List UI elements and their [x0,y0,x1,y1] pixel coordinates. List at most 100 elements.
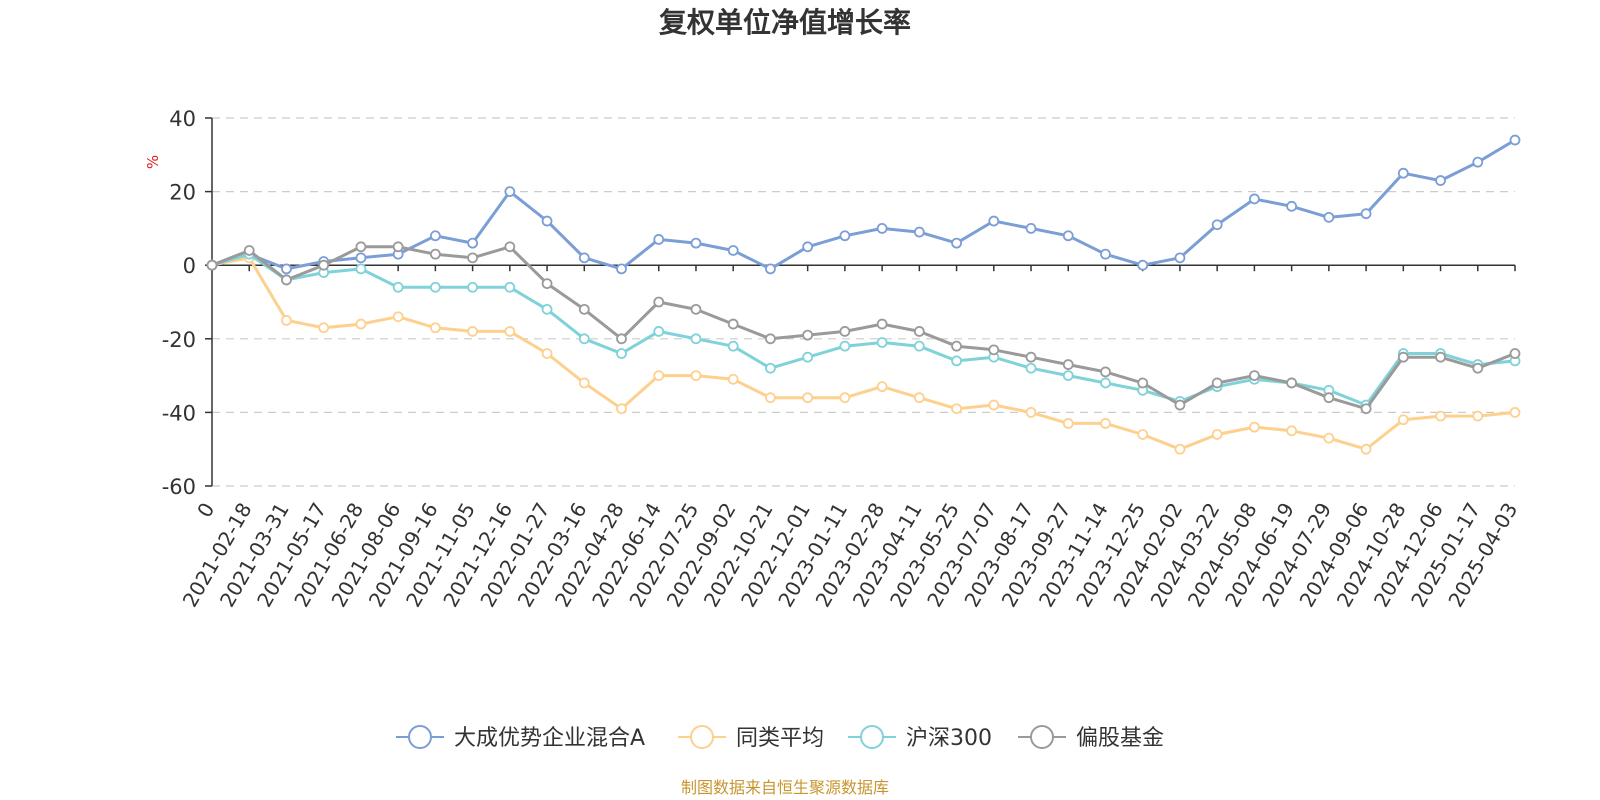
data-point [504,326,516,337]
data-point [1360,403,1372,415]
data-point [1062,370,1074,382]
data-point [951,237,962,249]
data-point [1397,351,1409,363]
data-point [355,318,367,330]
data-point [1397,414,1409,426]
data-point [355,252,367,264]
y-tick-label: 0 [183,254,196,278]
legend-label: 沪深300 [906,726,992,751]
data-point [1435,175,1446,186]
data-point [1211,429,1223,440]
data-point [616,348,627,359]
data-point [1249,370,1260,382]
data-point [839,340,851,352]
data-point [951,355,962,367]
data-point [578,303,590,315]
legend-item-1: 同类平均 [678,725,824,751]
data-point [727,245,739,256]
data-point [392,311,404,323]
legend-item-0: 大成优势企业混合A [396,725,645,751]
data-point [578,333,590,345]
legend-label: 偏股基金 [1076,726,1164,751]
x-tick-label: 0 [192,499,219,522]
data-point [1249,421,1260,433]
data-point [913,326,925,337]
data-point [318,322,330,334]
data-point [1435,410,1446,422]
data-point [1323,392,1335,404]
data-point [616,403,627,415]
data-point [429,281,441,293]
data-point [318,259,330,271]
data-point [1211,219,1223,231]
data-point [281,263,292,275]
legend-item-2: 沪深300 [848,725,992,751]
data-point [1286,425,1298,437]
data-point [988,399,1000,411]
data-point [1360,208,1372,220]
data-point [355,241,367,253]
y-tick-label: -40 [162,401,196,425]
data-point [1472,156,1484,168]
data-point [1286,200,1298,212]
data-point [1100,366,1111,378]
legend-item-3: 偏股基金 [1018,725,1164,751]
data-point [429,230,441,242]
data-point [913,340,925,352]
data-point [1025,362,1037,374]
data-point [988,344,1000,356]
y-axis-unit: % [144,155,162,169]
data-point [1100,377,1111,389]
data-point [1472,362,1484,374]
y-tick-label: 20 [169,181,196,205]
data-point [504,186,516,198]
y-tick-label: -20 [162,328,196,352]
legend-marker [690,725,714,749]
data-point [1025,351,1037,363]
legend-label: 同类平均 [736,726,824,751]
legend-marker [408,725,432,749]
data-point [467,326,479,337]
data-point [1174,443,1186,455]
data-point [802,392,814,404]
data-point [988,215,1000,227]
series-group [206,134,1521,455]
data-point [802,351,814,363]
legend-marker [1030,725,1054,749]
data-point [1397,167,1409,179]
data-point [541,278,553,290]
data-point [1025,406,1037,418]
data-point [1025,222,1037,234]
data-point [951,403,962,415]
data-point [951,340,962,352]
series-line [211,138,1516,271]
data-point [1137,429,1149,440]
data-point [616,333,627,345]
data-point [1472,410,1484,422]
data-point [541,303,553,315]
y-tick-label: -60 [162,475,196,499]
data-point [1323,432,1335,444]
series-3 [206,241,1521,415]
data-point [1249,193,1260,205]
axes: 40200-20-40-6002021-02-182021-03-312021-… [162,107,1523,611]
data-point [727,340,739,352]
data-point [1174,252,1186,264]
data-point [392,281,404,293]
data-point [1360,443,1372,455]
data-point [1137,259,1149,271]
data-point [690,370,702,382]
data-point [913,392,925,404]
data-point [1211,377,1223,389]
data-point [1062,418,1074,429]
data-point [653,326,665,337]
data-point [467,252,479,264]
data-point [690,333,702,345]
data-point [802,329,814,341]
data-point [876,318,888,330]
data-point [467,281,479,293]
source-note: 制图数据来自恒生聚源数据库 [681,778,889,797]
data-point [765,263,776,275]
data-point [653,234,665,245]
